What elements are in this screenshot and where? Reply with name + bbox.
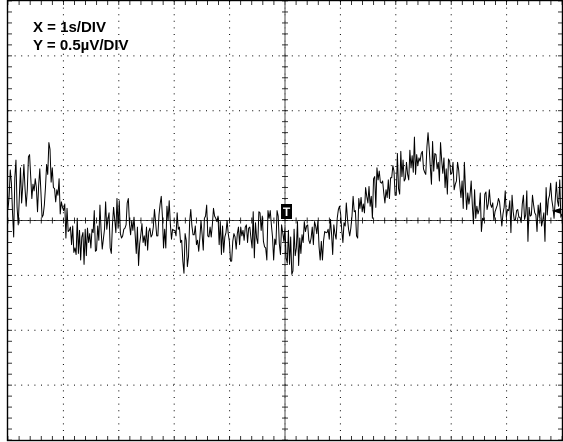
signal-trace xyxy=(7,132,563,275)
trigger-marker: T xyxy=(281,204,292,219)
y-scale-label: Y = 0.5µV/DIV xyxy=(33,37,129,54)
ground-marker: ◄ xyxy=(552,203,562,217)
trigger-marker-label: T xyxy=(283,205,291,219)
grid xyxy=(7,0,563,441)
x-scale-label: X = 1s/DIV xyxy=(33,19,106,36)
